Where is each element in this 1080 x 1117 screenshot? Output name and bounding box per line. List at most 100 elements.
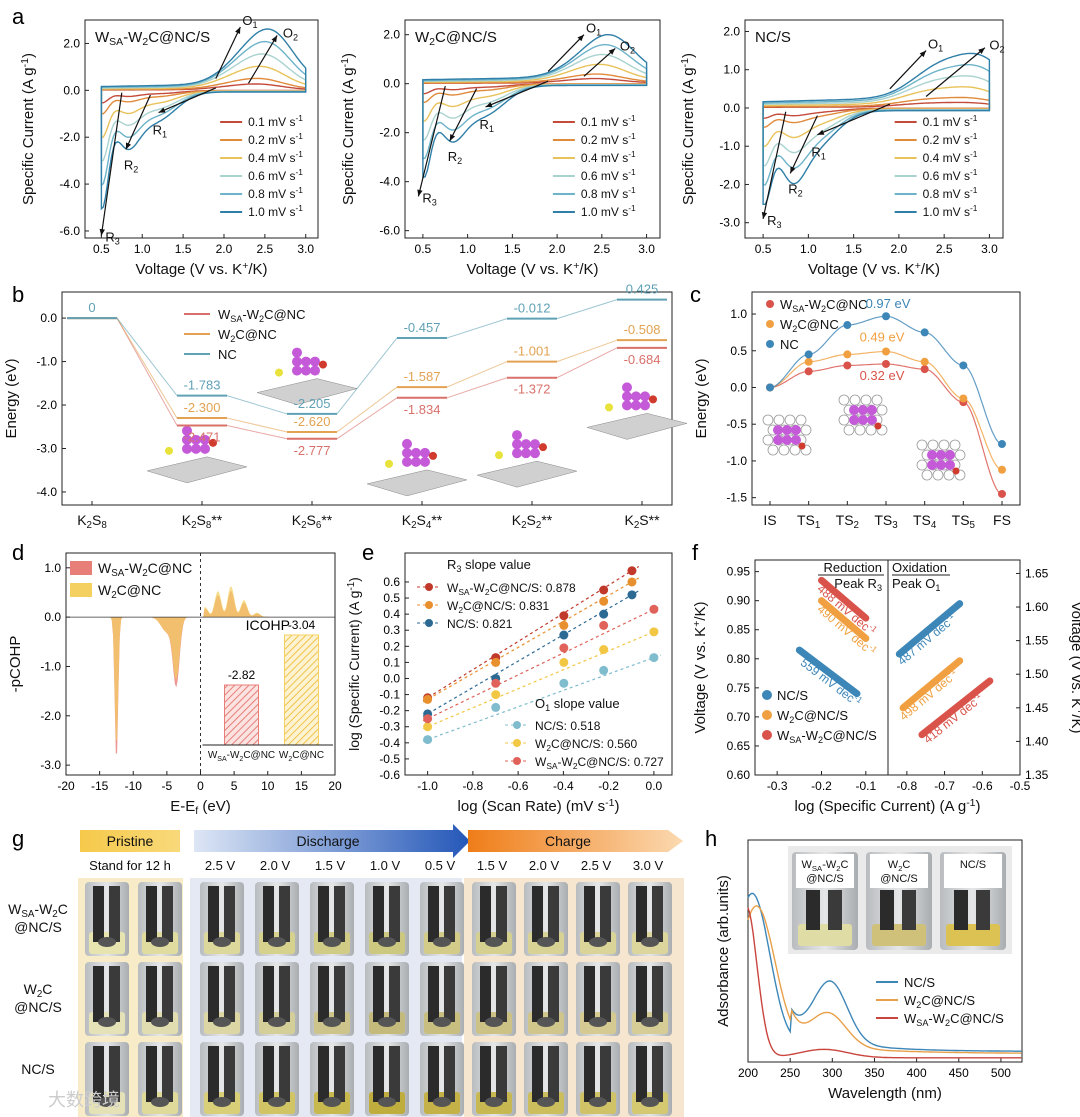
carbon-ring [954, 469, 966, 481]
vial-photo [365, 962, 409, 1036]
cv-curve-2 [422, 63, 648, 123]
vial-photo [310, 962, 354, 1036]
y-tick-label: 0.80 [727, 652, 751, 666]
y-tick-label: 0.1 [383, 655, 400, 669]
data-point [491, 690, 501, 700]
electrode-right [279, 966, 290, 1022]
arrow-line [817, 103, 891, 136]
arrowhead [790, 166, 796, 174]
y-tick-label: 1.65 [1025, 566, 1049, 580]
tafel-band [899, 657, 964, 712]
energy-value: -0.508 [624, 322, 661, 337]
x-category-label: TS3 [874, 512, 898, 531]
y-tick-label: 0.0 [40, 311, 57, 325]
y-tick-label: -0.6 [379, 768, 400, 782]
vial-photo [255, 962, 299, 1036]
potassium-atom [858, 405, 868, 415]
potassium-atom [310, 365, 320, 376]
data-point [423, 722, 433, 732]
inset-bar [224, 684, 259, 746]
electrode-right [444, 966, 455, 1022]
x-category-label: K2S2** [512, 512, 553, 531]
data-point [920, 365, 929, 374]
legend-label: WSA-W2C@NC/S: 0.878 [447, 581, 576, 597]
energy-value: -1.783 [184, 378, 221, 393]
x-tick-label: 2.5 [593, 242, 610, 256]
data-point [599, 585, 609, 595]
arrow-line [449, 88, 478, 142]
legend-label: 0.8 mV s-1 [248, 185, 303, 201]
data-point [599, 665, 609, 675]
legend-label: W2C@NC [780, 317, 839, 334]
cv-curve-5 [422, 34, 648, 179]
electrode-tip [323, 1017, 341, 1027]
electrode-right [600, 886, 611, 942]
y-tick-label: 0.5 [730, 344, 747, 358]
potassium-atom [411, 447, 421, 458]
energy-connector [446, 318, 508, 339]
electrode-tip [268, 1017, 286, 1027]
x-axis-label: Wavelength (nm) [828, 1085, 942, 1102]
sulfur-atom [385, 459, 393, 468]
x-tick-label: 300 [822, 1066, 842, 1080]
energy-connector [336, 337, 398, 415]
x-category-label: FS [993, 512, 1011, 528]
x-tick-label: 1.0 [134, 242, 151, 256]
vial-photo [310, 882, 354, 956]
charge-voltage: 2.5 V [581, 858, 612, 873]
row-label: WSA-W2C [8, 901, 68, 920]
tafel-band [818, 576, 870, 622]
peak-label-r1: R1 [153, 123, 167, 140]
energy-connector [336, 397, 398, 440]
x-tick-label: 2.5 [936, 242, 953, 256]
arrow-line [925, 47, 986, 97]
carbon-ring [871, 394, 883, 406]
x-tick-label: 2.0 [216, 242, 233, 256]
electrode-tip [378, 937, 396, 947]
y-tick-label: -1.5 [726, 491, 747, 505]
vial-photo [628, 882, 672, 956]
potassium-atom [182, 434, 192, 445]
x-tick-label: -0.5 [1010, 779, 1031, 793]
sulfur-atom [605, 403, 613, 412]
barrier-value: 0.49 eV [860, 329, 905, 344]
series-1: -2.300 -2.620 -1.587 -1.001 -0.508 [67, 317, 667, 433]
data-point [804, 350, 813, 359]
sulfur-atom [165, 446, 173, 455]
y-tick-label: 1.45 [1025, 701, 1049, 715]
data-point [599, 596, 609, 606]
y-tick-label: 0.6 [383, 575, 400, 589]
legend-label: W2C@NC [218, 327, 277, 344]
stage-charge-label: Charge [545, 833, 591, 849]
electrode-right [334, 1046, 345, 1102]
data-point [882, 347, 890, 356]
electrode-left [146, 886, 157, 942]
vial-photo [200, 882, 244, 956]
y-tick-label: -6.0 [379, 224, 400, 238]
x-tick-label: 10 [261, 779, 275, 793]
row-label: @NC/S [14, 999, 62, 1015]
cv-curve-5 [762, 52, 991, 206]
legend-label: NC/S [777, 688, 808, 703]
peak-label-r1: R1 [480, 117, 494, 134]
arrowhead [485, 101, 493, 108]
energy-connector [116, 317, 178, 426]
y-tick-label: 1.0 [730, 307, 747, 321]
electrode-tip [589, 937, 607, 947]
vial-photo [85, 882, 129, 956]
electrode-tip [323, 937, 341, 947]
electrode-tip [151, 1097, 169, 1107]
tafel-chart: 0.95 0.90 0.85 0.80 0.75 0.70 0.65 0.60 1.65 1.60… [691, 559, 1080, 815]
electrode-right [548, 966, 559, 1022]
x-tick-label: -0.7 [934, 779, 955, 793]
energy-connector [226, 417, 288, 433]
electrode-right [389, 1046, 400, 1102]
potassium-atom [945, 450, 955, 460]
legend-label: 0.4 mV s-1 [923, 149, 978, 165]
x-tick-label: 400 [907, 1066, 927, 1080]
legend-label: 0.6 mV s-1 [581, 167, 636, 183]
potassium-atom [420, 447, 430, 458]
y-tick-label: 1.0 [44, 561, 61, 575]
